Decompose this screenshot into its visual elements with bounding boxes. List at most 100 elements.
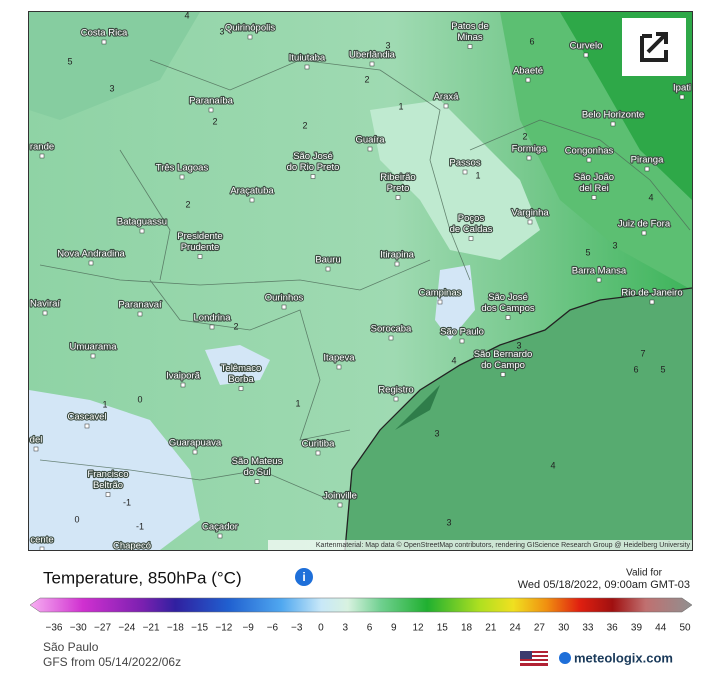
city-label: Barra Mansa	[572, 266, 627, 277]
city-label: Telêmaco	[221, 363, 262, 374]
contour-label: 6	[633, 364, 638, 374]
city-marker	[238, 386, 244, 391]
color-bar-tick: 21	[485, 623, 497, 634]
contour-label: 7	[640, 348, 645, 358]
city-label: de Caldas	[450, 224, 493, 235]
city-marker	[367, 146, 373, 152]
city-label: Ipati	[673, 83, 691, 94]
city-label: Patos de	[451, 21, 489, 32]
city-label: Ribeirão	[380, 172, 415, 183]
contour-label: 3	[219, 26, 224, 36]
color-bar-tick: −27	[94, 623, 111, 634]
contour-label: 2	[212, 116, 217, 126]
city-label: Uberlândia	[349, 50, 396, 61]
city-label: Naviraí	[30, 299, 60, 310]
map-border	[28, 11, 693, 551]
city-label: do Campo	[481, 360, 525, 371]
attribution: Kartenmaterial: Map data © OpenStreetMap…	[316, 541, 691, 549]
city-marker	[130, 553, 134, 557]
city-label: Bataguassu	[117, 217, 167, 228]
city-marker	[249, 197, 255, 203]
valid-label: Valid for	[626, 568, 663, 579]
city-marker	[209, 324, 215, 330]
city-marker	[310, 174, 316, 179]
city-label: Piranga	[631, 155, 664, 166]
city-marker	[90, 353, 96, 359]
color-bar-tick: 12	[412, 623, 424, 634]
city-marker	[468, 236, 474, 241]
city-label: Francisco	[87, 469, 128, 480]
contour-label: 3	[516, 340, 521, 350]
color-bar-tick: −18	[167, 623, 184, 634]
city-label: Itirapina	[380, 250, 415, 261]
color-bar-tick: −30	[70, 623, 87, 634]
city-marker	[33, 446, 39, 452]
color-bar	[29, 597, 693, 613]
city-marker	[337, 502, 343, 508]
contour-label: -1	[123, 497, 131, 507]
city-marker	[527, 219, 533, 225]
city-marker	[336, 364, 342, 370]
contour-label: 3	[434, 428, 439, 438]
city-label: Londrina	[194, 313, 232, 324]
city-marker	[586, 157, 592, 163]
city-label: Ituiutaba	[289, 53, 326, 64]
city-label: Registro	[378, 385, 413, 396]
city-label: Ivaiporã	[166, 371, 201, 382]
city-label: Abaeté	[513, 66, 543, 77]
contour-label: 4	[451, 355, 456, 365]
info-icon[interactable]	[295, 568, 313, 586]
contour-label: 0	[137, 394, 142, 404]
color-bar-tick: −21	[143, 623, 160, 634]
brand[interactable]: meteologix.com	[574, 650, 673, 665]
city-marker	[39, 546, 45, 550]
flag-icon[interactable]	[520, 651, 548, 666]
contour-label: 1	[398, 101, 403, 111]
city-marker	[179, 174, 185, 180]
contour-label: 4	[184, 10, 189, 20]
city-label: Formiga	[512, 144, 548, 155]
city-label: Curvelo	[570, 41, 603, 52]
color-bar-tick: 27	[534, 623, 546, 634]
city-label: Belo Horizonte	[582, 110, 644, 121]
city-label: Presidente	[177, 231, 222, 242]
color-bar-tick: 9	[391, 623, 397, 634]
contour-label: 2	[233, 321, 238, 331]
city-label: Caçador	[202, 522, 238, 533]
city-label: Prudente	[181, 242, 220, 253]
city-label: Congonhas	[565, 146, 614, 157]
contour-label: 3	[385, 40, 390, 50]
city-label: Curitiba	[302, 439, 335, 450]
city-label: Campinas	[419, 288, 462, 299]
city-label: Guarapuava	[169, 438, 222, 449]
city-label: São José	[488, 292, 528, 303]
city-marker	[462, 169, 468, 175]
city-marker	[679, 94, 685, 100]
city-label: Quirinópolis	[225, 23, 275, 34]
city-label: Costa Rica	[81, 28, 128, 39]
city-label: Paranaíba	[189, 96, 234, 107]
city-label: São Bernardo	[474, 349, 533, 360]
color-bar-tick: 0	[318, 623, 324, 634]
city-label: Poços	[458, 213, 485, 224]
city-marker	[459, 338, 465, 344]
city-marker	[42, 310, 48, 316]
color-bar-tick: −24	[118, 623, 135, 634]
color-bar-tick: 30	[558, 623, 570, 634]
city-label: Itapeva	[323, 353, 355, 364]
city-label: Ourinhos	[265, 293, 304, 304]
city-label: cente	[30, 535, 53, 546]
color-bar-tick: 3	[342, 623, 348, 634]
color-bar-tick: −15	[191, 623, 208, 634]
city-label: Cascavel	[67, 412, 106, 423]
city-marker	[304, 64, 310, 70]
city-marker	[208, 107, 214, 113]
color-bar-tick: 24	[510, 623, 522, 634]
city-label: São José	[293, 151, 333, 162]
city-marker	[526, 155, 532, 161]
city-label: Joinville	[323, 491, 357, 502]
city-marker	[644, 166, 650, 172]
color-bar-tick: 50	[679, 623, 691, 634]
city-label: rande	[30, 142, 54, 153]
contour-label: 2	[364, 74, 369, 84]
